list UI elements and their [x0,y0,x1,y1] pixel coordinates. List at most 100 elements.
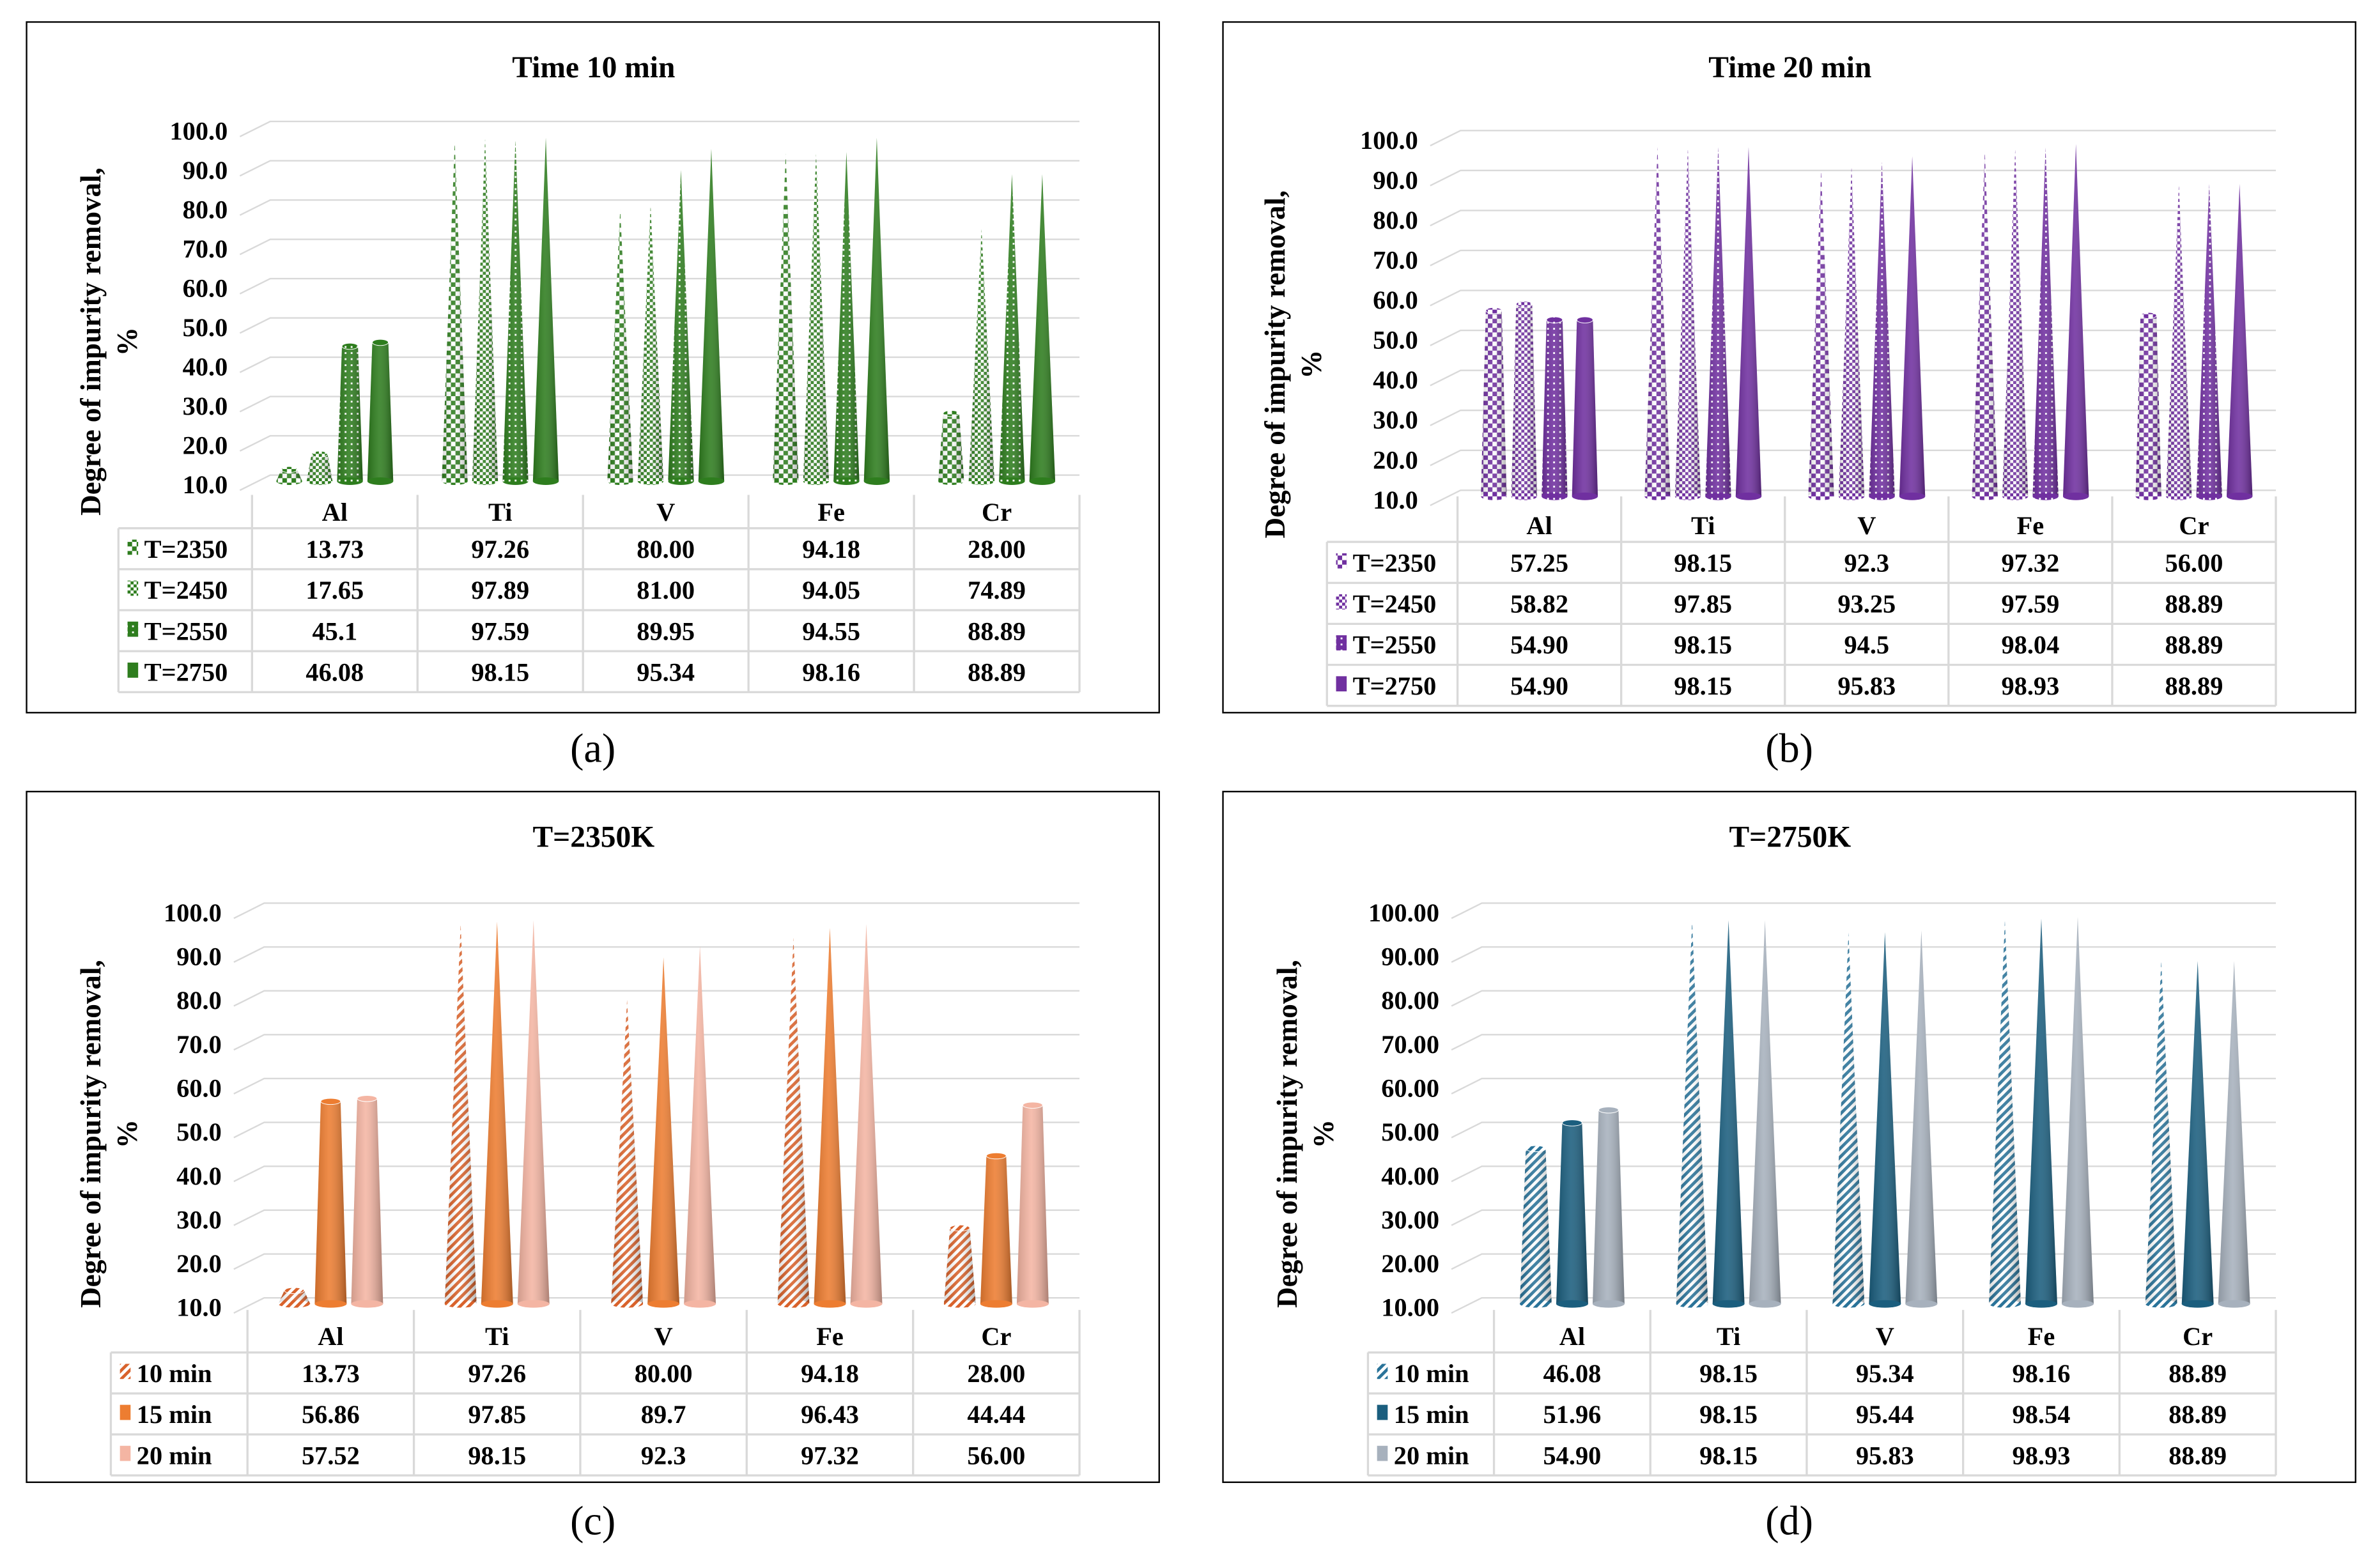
y-tick-label: 10.0 [1373,486,1418,514]
table-cell: 13.73 [302,1359,360,1388]
chart-panel-d: T=2750K Degree of impurity removal,% 10.00… [1222,790,2356,1483]
legend-swatch [127,580,139,596]
gridline [233,946,1080,963]
gridline [233,1121,1080,1139]
caption-d: (d) [1765,1498,1814,1544]
y-tick-label: 20.0 [1373,445,1418,474]
table-cell: 88.89 [968,657,1026,686]
y-tick-label: 70.00 [1381,1030,1439,1059]
table-cell: 28.00 [967,1359,1025,1388]
cone-15-min-v [1869,932,1901,1308]
gridline [1451,946,2276,963]
cone-t-2450-al [1511,300,1538,500]
table-cell: 28.00 [968,535,1026,564]
cone-15-min-al [314,1098,347,1308]
cone-t-2550-fe [2032,147,2059,500]
table-cell: 51.96 [1543,1400,1602,1429]
legend-label: 15 min [1394,1400,1469,1429]
y-tick-label: 80.0 [1373,206,1418,234]
cone-10-min-cr [2145,960,2177,1308]
table-cell: 93.25 [1837,590,1896,619]
table-cell: 95.34 [637,657,695,686]
table-cell: 54.90 [1510,672,1568,700]
cone-15-min-ti [481,921,513,1308]
y-tick-label: 90.0 [183,156,228,185]
table-cell: 95.34 [1856,1359,1914,1388]
table-cell: 45.1 [312,617,357,645]
y-tick-label: 60.0 [183,274,228,303]
table-cell: 94.18 [801,1359,859,1388]
legend-swatch [1377,1364,1388,1380]
legend-swatch [120,1445,131,1461]
cone-10-min-v [611,999,644,1308]
cone-20-min-ti [1749,920,1781,1308]
table-cell: 98.93 [2001,672,2059,700]
gridline [233,1209,1080,1226]
table-cell: 88.89 [2165,672,2223,700]
table-cell: 57.25 [1510,548,1568,577]
cone-t-2350-v [607,209,633,486]
legend-label: T=2350 [144,535,228,564]
y-tick-label: 100.0 [164,898,222,927]
table-cell: 97.85 [468,1400,526,1429]
gridline [1451,990,2276,1007]
chart-panel-a: Time 10 min Degree of impurity removal,% 1… [26,21,1160,714]
cone-t-2450-fe [803,153,830,486]
y-tick-label: 100.0 [169,117,228,146]
category-label: Ti [485,1322,509,1351]
cone-t-2450-v [637,205,664,486]
y-tick-label: 70.0 [176,1030,222,1059]
y-tick-label: 100.0 [1360,126,1418,155]
cone-10-min-al [278,1287,311,1308]
y-tick-label: 50.0 [176,1118,222,1146]
category-label: V [654,1322,673,1351]
cone-20-min-cr [1016,1102,1049,1308]
y-tick-label: 40.0 [183,353,228,381]
chart-svg: T=2350K Degree of impurity removal, % 10.0 2… [75,821,1081,1477]
y-tick-label: 80.0 [176,986,222,1015]
y-tick-label: 40.0 [176,1162,222,1190]
gridline [1430,249,2276,266]
y-axis-label-unit: % [111,1119,143,1148]
cone-t-2750-cr [1029,174,1056,486]
chart-svg: Time 10 min Degree of impurity removal, % 1… [75,51,1081,693]
y-tick-label: 30.0 [1373,406,1418,434]
cone-t-2350-al [1481,307,1507,500]
y-axis-label-unit: % [1295,350,1327,379]
legend-label: T=2750 [144,657,228,686]
cone-10-min-al [1519,1145,1552,1308]
cone-20-min-fe [2062,917,2094,1308]
table-cell: 98.93 [2013,1441,2071,1470]
caption-c: (c) [570,1498,616,1544]
table-cell: 44.44 [967,1400,1025,1429]
table-cell: 88.89 [2168,1359,2227,1388]
y-axis-label: Degree of impurity removal, [75,167,107,516]
y-tick-label: 60.00 [1381,1074,1439,1103]
cone-t-2550-cr [999,174,1025,486]
cone-10-min-v [1832,932,1865,1308]
category-label: Ti [1691,511,1715,540]
gridline [1430,130,2276,147]
table-cell: 97.89 [471,576,529,604]
y-tick-label: 60.0 [1373,286,1418,314]
legend-swatch [1377,1404,1388,1420]
y-tick-label: 50.00 [1381,1118,1439,1146]
legend-label: T=2450 [1353,590,1437,619]
y-tick-label: 70.0 [183,234,228,263]
category-label: Al [318,1322,343,1351]
gridline [233,990,1080,1007]
table-cell: 96.43 [801,1400,859,1429]
table-cell: 94.5 [1844,631,1889,659]
legend-swatch [1377,1445,1388,1461]
y-tick-label: 50.0 [183,313,228,342]
gridline [239,120,1080,137]
cone-20-min-v [684,946,716,1308]
table-cell: 98.15 [1699,1400,1758,1429]
cone-15-min-fe [2025,918,2057,1308]
table-cell: 88.89 [2168,1441,2227,1470]
cone-t-2550-ti [1705,147,1731,500]
category-label: Al [322,498,348,527]
cone-t-2750-al [1572,316,1598,500]
table-cell: 46.08 [305,657,364,686]
data-table [1326,496,2277,707]
